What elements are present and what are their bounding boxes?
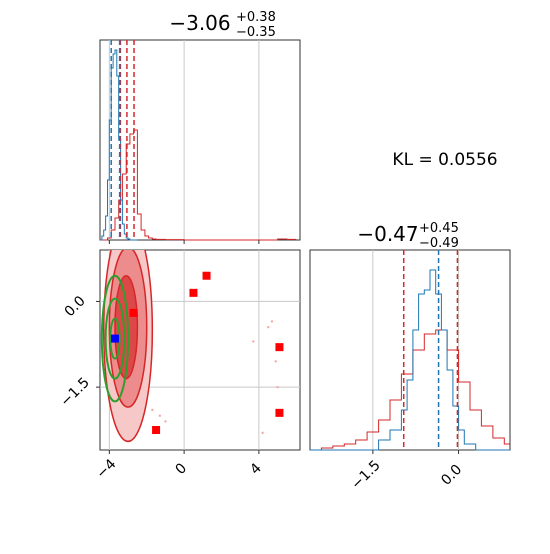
panel-3-title-sup: +0.45 bbox=[419, 221, 459, 236]
panel-3-x-tick-label: 0.0 bbox=[438, 462, 465, 489]
panel-1-title-sup: +0.38 bbox=[236, 10, 276, 25]
panel-2-x-tick-label: −4 bbox=[94, 456, 120, 482]
panel-1-quantiles bbox=[110, 40, 135, 240]
panel-2-y-tick-label: −1.5 bbox=[57, 375, 92, 410]
scatter-outlier-point bbox=[164, 420, 167, 423]
scatter-outlier-point bbox=[276, 385, 279, 389]
scatter-outlier-point bbox=[151, 408, 154, 412]
panel-1-grid bbox=[108, 40, 260, 240]
scatter-outlier-point bbox=[261, 431, 264, 435]
green-contour bbox=[109, 317, 121, 360]
scatter-outlier-point bbox=[267, 325, 270, 329]
scatter-panel: −4 0 4 0.0 −1.5 bbox=[57, 249, 301, 482]
scatter-outlier-point bbox=[158, 414, 162, 417]
scatter-outlier-point bbox=[270, 320, 274, 323]
panel-3-series-blue bbox=[310, 269, 510, 451]
panel-3-quantiles bbox=[402, 250, 459, 450]
panel-3-series-red bbox=[310, 329, 510, 451]
panel-1-title-sub: −0.35 bbox=[236, 25, 276, 40]
panel-1-title: −3.06 bbox=[169, 11, 230, 35]
red-square-marker bbox=[152, 426, 161, 434]
panel-2-x-tick-label: 0 bbox=[172, 460, 190, 478]
panel-3-series bbox=[310, 269, 510, 451]
scatter-outlier-point bbox=[252, 340, 255, 343]
red-square-marker bbox=[189, 288, 198, 297]
panel-2-frame bbox=[99, 249, 301, 451]
scatter-outlier-point bbox=[274, 360, 277, 363]
histogram-panel-1: −3.06 +0.38 −0.35 bbox=[99, 10, 301, 244]
red-square-marker bbox=[202, 271, 211, 280]
panel-2-content bbox=[100, 250, 284, 443]
red-contour bbox=[114, 274, 139, 380]
blue-square-marker bbox=[110, 334, 119, 343]
red-square-marker bbox=[275, 343, 284, 352]
panel-3-title-sub: −0.49 bbox=[419, 236, 459, 251]
panel-3-frame bbox=[309, 249, 511, 451]
panel-1-title-main: −3.06 bbox=[169, 11, 230, 35]
panel-3-ticks: −1.5 0.0 bbox=[348, 450, 465, 493]
panel-3-title-main: −0.47 bbox=[357, 222, 418, 246]
panel-2-y-tick-label: 0.0 bbox=[62, 293, 89, 320]
red-square-marker bbox=[275, 408, 284, 417]
panel-3-x-tick-label: −1.5 bbox=[348, 457, 383, 492]
panel-1-series-red bbox=[100, 129, 297, 241]
histogram-panel-2: −1.5 0.0 −0.47 +0.45 −0.49 bbox=[309, 221, 511, 493]
panel-3-title: −0.47 bbox=[357, 222, 418, 246]
kl-label: KL = 0.0556 bbox=[392, 150, 497, 170]
green-contour bbox=[100, 274, 130, 403]
green-contour bbox=[104, 297, 126, 380]
panel-1-series bbox=[100, 49, 297, 241]
panel-1-ticks bbox=[108, 240, 260, 244]
red-square-marker bbox=[129, 308, 138, 317]
panel-2-x-tick-label: 4 bbox=[247, 460, 265, 478]
